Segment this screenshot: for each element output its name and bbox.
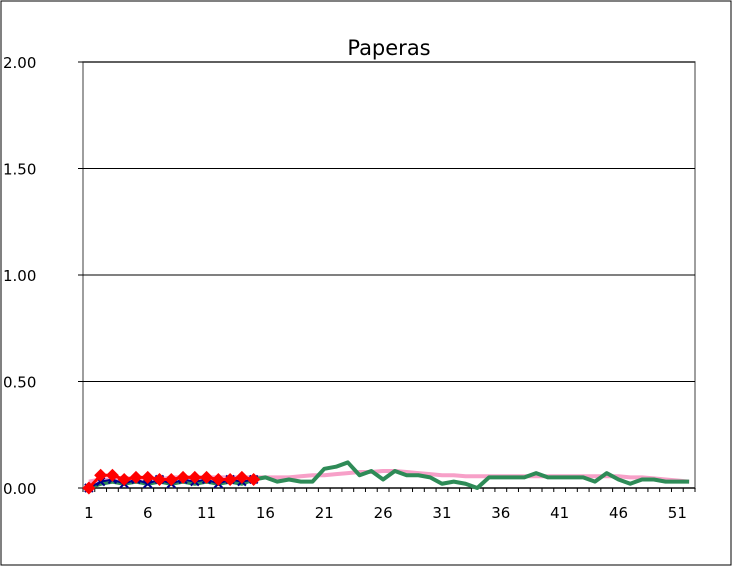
data-point bbox=[82, 481, 96, 495]
x-tick-label: 31 bbox=[432, 504, 451, 522]
series-line bbox=[88, 460, 690, 490]
x-tick-label: 36 bbox=[491, 504, 510, 522]
series-2 bbox=[88, 460, 690, 490]
series-layer bbox=[82, 460, 690, 495]
x-tick-label: 11 bbox=[197, 504, 216, 522]
x-tick-label: 6 bbox=[143, 504, 153, 522]
y-tick-label: 2.00 bbox=[3, 54, 36, 72]
data-point bbox=[188, 470, 202, 484]
data-point bbox=[223, 472, 237, 486]
chart-title: Paperas bbox=[347, 36, 430, 60]
x-tick-label: 46 bbox=[609, 504, 628, 522]
data-point bbox=[164, 472, 178, 486]
gridlines bbox=[83, 61, 695, 382]
y-tick-label: 1.00 bbox=[3, 267, 36, 285]
x-tick-label: 16 bbox=[256, 504, 275, 522]
data-point bbox=[117, 472, 131, 486]
y-axis: 0.00 0.50 1.00 1.50 2.00 bbox=[3, 54, 83, 498]
data-point bbox=[211, 472, 225, 486]
y-tick-label: 0.00 bbox=[3, 480, 36, 498]
x-tick-label: 26 bbox=[374, 504, 393, 522]
x-tick-label: 51 bbox=[668, 504, 687, 522]
x-tick-label: 1 bbox=[84, 504, 94, 522]
y-tick-label: 1.50 bbox=[3, 161, 36, 179]
data-point bbox=[94, 468, 108, 482]
data-point bbox=[176, 470, 190, 484]
y-tick-label: 0.50 bbox=[3, 374, 36, 392]
x-tick-label: 21 bbox=[315, 504, 334, 522]
x-tick-label: 41 bbox=[550, 504, 569, 522]
series-4 bbox=[82, 468, 261, 495]
x-axis: 1 6 11 16 21 26 31 36 41 46 51 bbox=[82, 487, 696, 522]
data-point bbox=[247, 472, 261, 486]
data-point bbox=[105, 468, 119, 482]
data-point bbox=[141, 470, 155, 484]
data-point bbox=[200, 470, 214, 484]
data-point bbox=[129, 470, 143, 484]
data-point bbox=[235, 470, 249, 484]
data-point bbox=[153, 472, 166, 486]
